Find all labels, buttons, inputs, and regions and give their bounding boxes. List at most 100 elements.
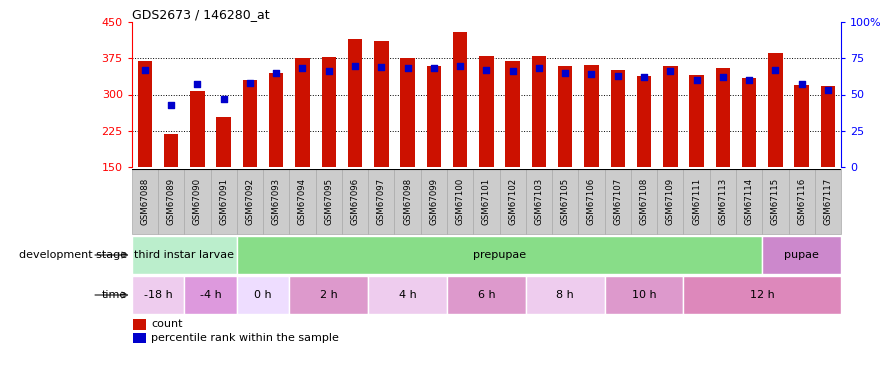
Bar bbox=[716, 68, 730, 167]
Text: GSM67092: GSM67092 bbox=[246, 178, 255, 225]
Bar bbox=[611, 70, 625, 167]
Text: 10 h: 10 h bbox=[632, 290, 656, 300]
Point bbox=[374, 64, 388, 70]
Bar bbox=[604, 169, 631, 234]
Point bbox=[216, 96, 231, 102]
Text: 4 h: 4 h bbox=[399, 290, 417, 300]
Text: GSM67105: GSM67105 bbox=[561, 178, 570, 225]
Bar bbox=[132, 276, 184, 314]
Text: 6 h: 6 h bbox=[478, 290, 495, 300]
Text: -18 h: -18 h bbox=[143, 290, 173, 300]
Bar bbox=[742, 78, 756, 167]
Point bbox=[479, 67, 493, 73]
Bar bbox=[795, 85, 809, 167]
Text: GSM67099: GSM67099 bbox=[429, 178, 439, 225]
Bar bbox=[295, 58, 310, 167]
Point bbox=[558, 70, 572, 76]
Bar bbox=[526, 276, 604, 314]
Bar bbox=[453, 32, 467, 167]
Bar bbox=[400, 58, 415, 167]
Bar bbox=[531, 56, 546, 167]
Text: GSM67090: GSM67090 bbox=[193, 178, 202, 225]
Bar bbox=[814, 169, 841, 234]
Bar bbox=[216, 117, 231, 167]
Text: GSM67107: GSM67107 bbox=[613, 178, 622, 225]
Text: GSM67098: GSM67098 bbox=[403, 178, 412, 225]
Bar bbox=[134, 319, 146, 330]
Point bbox=[716, 74, 730, 80]
Text: GSM67089: GSM67089 bbox=[166, 178, 175, 225]
Text: GSM67097: GSM67097 bbox=[376, 178, 385, 225]
Text: GSM67088: GSM67088 bbox=[141, 178, 150, 225]
Text: prepupae: prepupae bbox=[473, 250, 526, 260]
Text: GSM67111: GSM67111 bbox=[692, 178, 701, 225]
Bar bbox=[237, 276, 289, 314]
Point bbox=[532, 65, 546, 71]
Bar bbox=[269, 73, 283, 167]
Point bbox=[453, 63, 467, 69]
Text: -4 h: -4 h bbox=[199, 290, 222, 300]
Text: GDS2673 / 146280_at: GDS2673 / 146280_at bbox=[132, 8, 270, 21]
Bar bbox=[552, 169, 578, 234]
Point bbox=[690, 77, 704, 83]
Text: count: count bbox=[151, 320, 182, 329]
Text: GSM67116: GSM67116 bbox=[797, 178, 806, 225]
Text: pupae: pupae bbox=[784, 250, 819, 260]
Bar bbox=[821, 86, 835, 167]
Bar bbox=[762, 169, 789, 234]
Text: GSM67113: GSM67113 bbox=[718, 178, 727, 225]
Bar bbox=[631, 169, 657, 234]
Bar bbox=[736, 169, 762, 234]
Text: 0 h: 0 h bbox=[255, 290, 271, 300]
Point bbox=[742, 77, 756, 83]
Text: GSM67108: GSM67108 bbox=[640, 178, 649, 225]
Point bbox=[321, 68, 336, 74]
Bar bbox=[132, 169, 158, 234]
Text: GSM67095: GSM67095 bbox=[324, 178, 333, 225]
Bar bbox=[768, 53, 782, 167]
Bar bbox=[321, 57, 336, 167]
Bar bbox=[164, 134, 178, 167]
Bar bbox=[243, 80, 257, 167]
Point bbox=[348, 63, 362, 69]
Bar bbox=[342, 169, 368, 234]
Text: third instar larvae: third instar larvae bbox=[134, 250, 234, 260]
Bar bbox=[316, 169, 342, 234]
Point bbox=[138, 67, 152, 73]
Bar bbox=[374, 41, 389, 167]
Bar bbox=[134, 333, 146, 343]
Text: GSM67117: GSM67117 bbox=[823, 178, 832, 225]
Text: GSM67093: GSM67093 bbox=[271, 178, 280, 225]
Point bbox=[295, 65, 310, 71]
Text: GSM67091: GSM67091 bbox=[219, 178, 228, 225]
Bar bbox=[263, 169, 289, 234]
Text: GSM67106: GSM67106 bbox=[587, 178, 596, 225]
Bar bbox=[348, 39, 362, 167]
Text: 2 h: 2 h bbox=[320, 290, 337, 300]
Point bbox=[269, 70, 283, 76]
Bar bbox=[473, 169, 499, 234]
Bar bbox=[368, 169, 394, 234]
Text: GSM67114: GSM67114 bbox=[745, 178, 754, 225]
Bar bbox=[426, 66, 441, 167]
Bar bbox=[789, 169, 814, 234]
Bar bbox=[604, 276, 684, 314]
Bar bbox=[289, 169, 316, 234]
Bar bbox=[690, 75, 704, 167]
Point bbox=[663, 68, 677, 74]
Text: GSM67115: GSM67115 bbox=[771, 178, 780, 225]
Text: GSM67100: GSM67100 bbox=[456, 178, 465, 225]
Text: GSM67103: GSM67103 bbox=[534, 178, 544, 225]
Bar bbox=[762, 236, 841, 274]
Bar bbox=[190, 91, 205, 167]
Bar bbox=[657, 169, 684, 234]
Bar bbox=[138, 61, 152, 167]
Text: GSM67102: GSM67102 bbox=[508, 178, 517, 225]
Point bbox=[611, 73, 625, 79]
Bar bbox=[184, 169, 211, 234]
Text: GSM67096: GSM67096 bbox=[351, 178, 360, 225]
Point bbox=[190, 81, 205, 87]
Bar bbox=[636, 76, 651, 167]
Text: 12 h: 12 h bbox=[750, 290, 774, 300]
Text: GSM67109: GSM67109 bbox=[666, 178, 675, 225]
